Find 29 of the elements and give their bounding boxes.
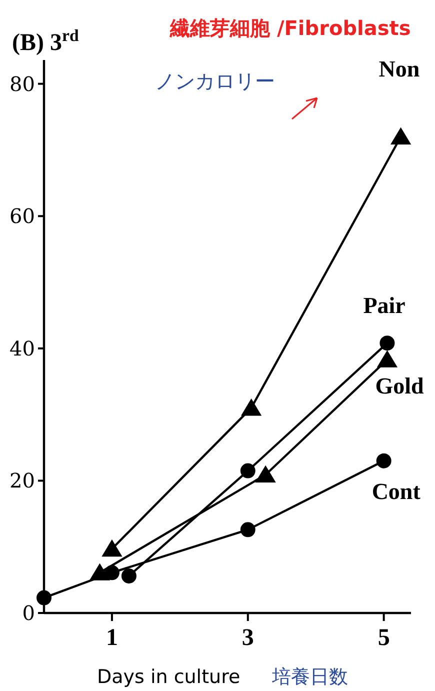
point [391, 128, 411, 144]
point [380, 336, 395, 351]
y-tick-label: 60 [10, 204, 35, 228]
point [240, 522, 256, 538]
x-axis-title: Days in culture [97, 666, 240, 688]
text: 培養日数 [271, 666, 348, 688]
point [36, 590, 52, 606]
point [104, 565, 120, 580]
text: Non [378, 56, 420, 82]
x-tick-label: 1 [106, 625, 118, 651]
point [376, 453, 392, 468]
point [102, 540, 122, 557]
point [242, 399, 262, 416]
series-label: Pair [363, 293, 406, 318]
chart-subtitle: 繊維芽細胞 /Fibroblasts [169, 16, 411, 40]
y-tick-label: 40 [10, 336, 35, 360]
point [377, 350, 397, 368]
x-tick-label: 5 [378, 625, 390, 651]
annotation: ノンカロリー [155, 69, 275, 93]
point [240, 463, 256, 478]
chart-title: (B) 3$^{rd}$ [12, 26, 80, 56]
y-tick-label: 0 [22, 601, 35, 625]
y-tick-label: 80 [10, 72, 35, 96]
point [256, 466, 276, 482]
series-label: Cont [372, 478, 421, 504]
y-tick-label: 20 [10, 468, 35, 493]
x-tick-label: 3 [242, 625, 254, 651]
series-label: Gold [375, 374, 424, 399]
point [121, 568, 136, 584]
